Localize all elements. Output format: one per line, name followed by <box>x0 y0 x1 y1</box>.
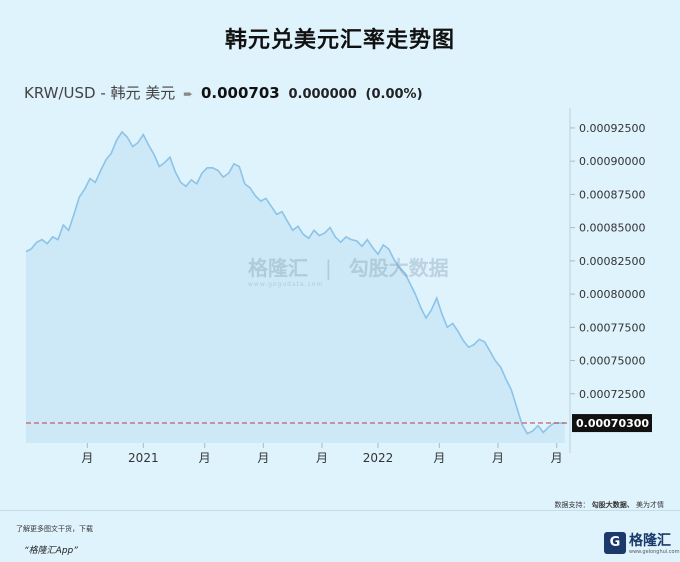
footer-note: 了解更多图文干货，下载 <box>16 525 93 533</box>
series-line <box>25 130 565 435</box>
support-brand: 勾股大数据、 <box>591 501 634 509</box>
support-extra: 美为才情 <box>636 501 664 509</box>
x-tick-label: 月 <box>492 451 504 465</box>
price-change-percent: (0.00%) <box>365 87 423 102</box>
arrow-right-icon: ➨ <box>183 87 194 101</box>
exchange-rate-chart: 0.00092500 0.00090000 0.00087500 0.00085000… <box>25 108 652 465</box>
watermark-separator: | <box>324 256 332 280</box>
y-tick-label: 0.00077500 <box>579 321 645 334</box>
y-tick-label: 0.00090000 <box>579 155 645 168</box>
watermark-data-brand: 勾股大数据 <box>348 256 449 280</box>
logo-mark-icon: G <box>604 531 626 554</box>
logo-text: 格隆汇 <box>629 533 671 549</box>
x-tick-label: 月 <box>433 451 445 465</box>
data-support: 数据支持： 勾股大数据、 美为才情 <box>555 500 664 510</box>
watermark: 格隆汇 | 勾股大数据 www.gogudata.com <box>248 252 449 288</box>
brand-logo[interactable]: G 格隆汇 www.gelonghui.com <box>604 530 679 555</box>
footer-divider <box>0 510 680 511</box>
x-tick-label: 月 <box>81 451 93 465</box>
quote-line: KRW/USD - 韩元 美元 ➨ 0.000703 0.000000 (0.0… <box>24 82 423 103</box>
x-tick-label: 月 <box>199 451 211 465</box>
x-tick-label: 月 <box>551 451 563 465</box>
x-tick-label: 2022 <box>363 451 394 465</box>
area-fill <box>26 131 565 443</box>
y-tick-label: 0.00082500 <box>579 255 645 268</box>
app-name: “格隆汇App” <box>24 546 78 556</box>
x-tick-label: 月 <box>316 451 328 465</box>
y-tick-label: 0.00072500 <box>579 388 645 401</box>
watermark-brand: 格隆汇 <box>248 256 308 280</box>
current-price: 0.000703 <box>200 84 280 102</box>
price-change: 0.000000 <box>288 87 357 102</box>
support-label: 数据支持： <box>554 501 590 509</box>
currency-pair: KRW/USD - 韩元 美元 <box>24 84 176 102</box>
page-title: 韩元兑美元汇率走势图 <box>224 28 455 53</box>
x-tick-label: 月 <box>257 451 269 465</box>
current-value-label: 0.00070300 <box>576 417 649 430</box>
y-tick-label: 0.00092500 <box>579 122 645 135</box>
current-value-badge <box>572 414 652 433</box>
y-tick-label: 0.00080000 <box>579 288 645 301</box>
y-tick-label: 0.00087500 <box>579 188 645 201</box>
x-tick-label: 2021 <box>128 451 159 465</box>
watermark-site: www.gogudata.com <box>248 281 324 288</box>
logo-site: www.gelonghui.com <box>629 549 680 555</box>
y-tick-label: 0.00085000 <box>579 222 645 235</box>
y-tick-label: 0.00075000 <box>579 355 645 368</box>
